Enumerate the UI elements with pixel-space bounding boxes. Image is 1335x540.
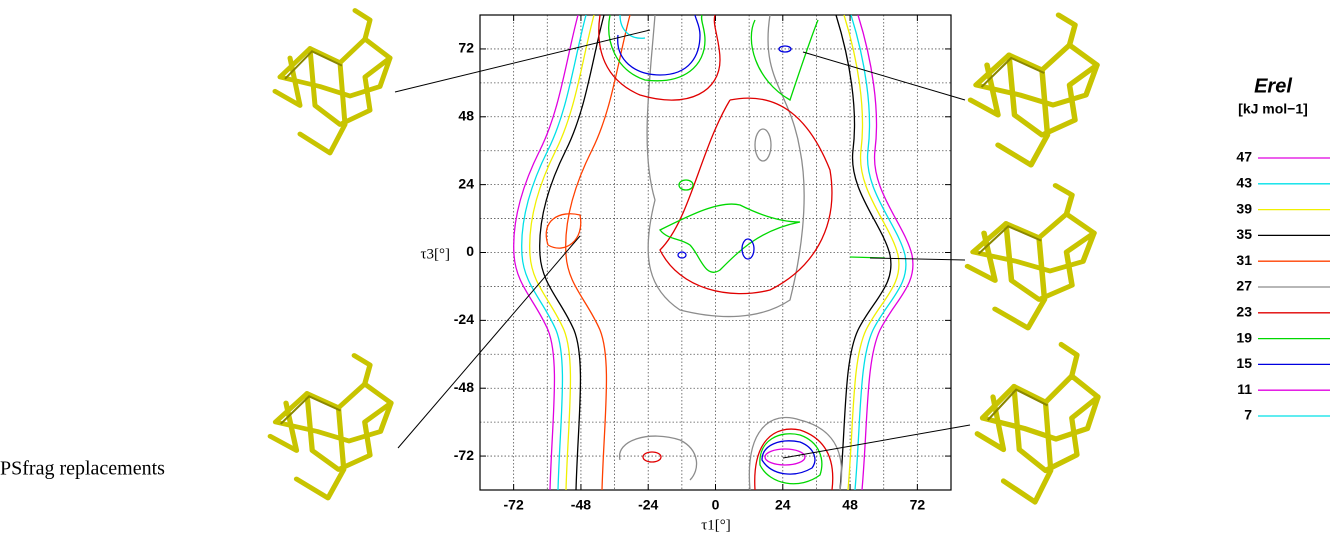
contours (514, 15, 913, 490)
contour (618, 15, 700, 75)
legend-label: 11 (1237, 381, 1252, 397)
y-tick-label: 48 (458, 107, 474, 123)
x-tick-label: -48 (571, 497, 591, 513)
contour (620, 436, 697, 480)
note: PSfrag replacements (0, 458, 165, 480)
y-tick-label: -24 (454, 311, 474, 327)
y-tick-label: -72 (454, 447, 474, 463)
legend-label: 27 (1236, 278, 1252, 294)
contour (660, 204, 800, 272)
x-tick-label: -24 (638, 497, 658, 513)
x-tick-label: -72 (504, 497, 524, 513)
legend-unit: [kJ mol−1] (1238, 101, 1308, 117)
molecule (977, 345, 1098, 503)
molecule (275, 11, 390, 154)
y-tick-label: 24 (458, 175, 474, 191)
x-tick-label: 48 (842, 497, 858, 513)
legend-label: 39 (1236, 200, 1252, 216)
x-tick-label: 24 (775, 497, 791, 513)
legend-title: Erel (1254, 75, 1292, 97)
y-tick-label: 72 (458, 40, 474, 56)
contour (647, 15, 804, 317)
legend-label: 35 (1236, 226, 1252, 242)
contour (765, 449, 805, 465)
chart: PSfrag replacements -72 -48 -24 0 24 48 72 -72 -… (0, 0, 1335, 540)
legend-label: 7 (1244, 407, 1252, 423)
contour (609, 15, 705, 81)
contour (742, 239, 754, 259)
contour (751, 20, 818, 100)
legend-label: 15 (1236, 355, 1252, 371)
legend-label: 19 (1236, 329, 1252, 345)
x-axis-label: τ1[°] (701, 517, 731, 533)
x-tick-label: 72 (910, 497, 926, 513)
molecule (971, 15, 1098, 165)
y-tick-label: 0 (466, 243, 474, 259)
contour (755, 129, 771, 161)
legend-label: 47 (1236, 149, 1252, 165)
x-tick-label: 0 (712, 497, 720, 513)
molecule (270, 356, 391, 499)
contour (660, 98, 832, 294)
legend-label: 23 (1236, 304, 1252, 320)
legend-label: 31 (1236, 252, 1252, 268)
molecule (968, 186, 1095, 329)
y-axis-label: τ3[°] (420, 246, 450, 262)
leader-line (398, 236, 580, 448)
legend-label: 43 (1236, 175, 1252, 191)
y-tick-label: -48 (454, 379, 474, 395)
contour (643, 452, 661, 462)
